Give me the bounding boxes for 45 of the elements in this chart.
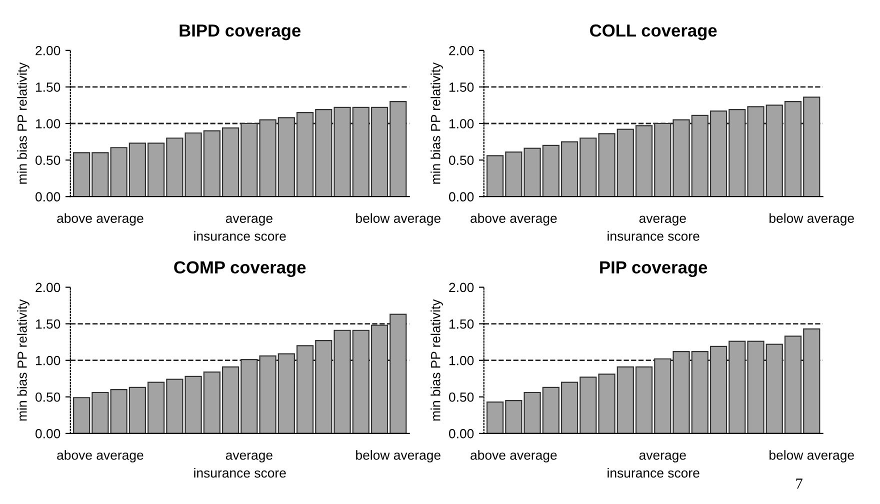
y-tick-label: 0.50 xyxy=(36,392,60,402)
y-axis-title: min bias PP relativity xyxy=(17,299,30,421)
y-tick-label: 1.00 xyxy=(449,119,474,128)
x-tick-label: above average xyxy=(57,450,144,462)
x-tick-label: above average xyxy=(470,450,557,462)
chart-title: PIP coverage xyxy=(600,261,708,278)
y-axis-title: min bias PP relativity xyxy=(17,62,30,184)
x-tick-label: average xyxy=(639,216,686,226)
x-tick-label: below average xyxy=(770,450,854,462)
text: 7 xyxy=(796,478,802,489)
x-tick-label: below average xyxy=(770,213,854,226)
y-tick-label: 1.50 xyxy=(36,82,60,92)
chart-title: COLL coverage xyxy=(590,24,717,40)
y-tick-label: 1.50 xyxy=(449,82,474,92)
x-tick-label: above average xyxy=(470,213,557,226)
y-tick-label: 0.00 xyxy=(36,429,60,438)
y-tick-label: 2.00 xyxy=(36,282,60,292)
y-tick-label: 1.00 xyxy=(36,119,60,128)
y-tick-label: 0.50 xyxy=(448,156,474,165)
chart-title: COMP coverage xyxy=(174,261,306,278)
y-tick-label: 0.00 xyxy=(448,429,474,438)
y-tick-label: 0.50 xyxy=(448,392,474,402)
y-tick-label: 2.00 xyxy=(36,46,60,56)
y-tick-label: 1.00 xyxy=(449,356,474,366)
y-tick-label: 1.50 xyxy=(36,319,60,329)
x-tick-label: average xyxy=(226,452,272,462)
y-tick-label: 1.00 xyxy=(36,356,60,366)
y-tick-label: 0.50 xyxy=(36,156,60,165)
y-tick-label: 0.00 xyxy=(36,192,60,202)
y-tick-label: 0.00 xyxy=(448,192,474,202)
y-axis-title: min bias PP relativity xyxy=(430,299,443,421)
y-tick-label: 2.00 xyxy=(449,46,474,56)
x-axis-title: insurance score xyxy=(194,468,286,478)
x-axis-title: insurance score xyxy=(194,231,286,241)
chart-title: BIPD coverage xyxy=(180,24,301,40)
x-tick-label: average xyxy=(226,216,272,226)
y-axis-title: min bias PP relativity xyxy=(430,62,443,184)
x-tick-label: above average xyxy=(57,213,144,226)
x-axis-title: insurance score xyxy=(608,468,700,478)
y-tick-label: 2.00 xyxy=(449,282,474,292)
x-tick-label: below average xyxy=(356,213,440,226)
x-tick-label: average xyxy=(639,452,686,462)
x-tick-label: below average xyxy=(356,450,440,462)
x-axis-title: insurance score xyxy=(608,231,700,241)
y-tick-label: 1.50 xyxy=(449,319,474,329)
